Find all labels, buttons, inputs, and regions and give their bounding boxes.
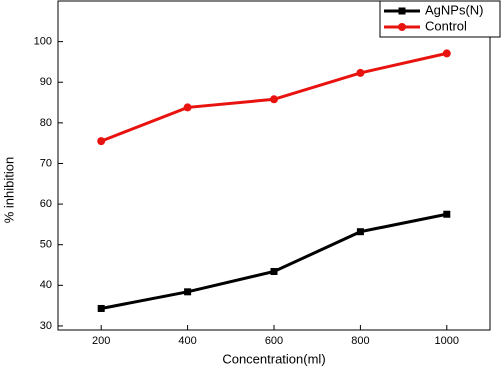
legend-text: AgNPs(N): [425, 2, 484, 17]
x-axis-title: Concentration(ml): [222, 351, 325, 366]
x-tick-label: 600: [265, 335, 283, 347]
y-tick-label: 40: [40, 279, 52, 291]
y-tick-label: 70: [40, 157, 52, 169]
data-point: [442, 49, 451, 58]
y-tick-label: 80: [40, 117, 52, 129]
legend-marker: [398, 23, 406, 31]
x-tick-label: 1000: [435, 335, 459, 347]
data-point: [270, 268, 278, 276]
x-tick-label: 400: [178, 335, 196, 347]
data-point: [443, 210, 451, 218]
y-axis-title: % inhibition: [1, 157, 16, 224]
x-tick-label: 800: [351, 335, 369, 347]
data-point: [184, 288, 192, 296]
data-point: [183, 103, 192, 112]
data-point: [356, 228, 364, 236]
series-line: [100, 212, 448, 310]
data-point: [356, 68, 365, 77]
plot-frame: [57, 0, 491, 331]
y-tick-label: 60: [40, 198, 52, 210]
data-point: [97, 304, 105, 312]
y-tick-label: 30: [40, 320, 52, 332]
y-tick-label: 100: [34, 36, 52, 48]
legend-marker: [398, 7, 406, 15]
y-tick-label: 90: [40, 76, 52, 88]
y-tick-label: 50: [40, 239, 52, 251]
data-point: [270, 95, 278, 104]
legend-text: Control: [425, 18, 467, 33]
legend-box: [379, 0, 501, 38]
data-point: [97, 137, 106, 146]
x-tick-label: 200: [92, 335, 110, 347]
